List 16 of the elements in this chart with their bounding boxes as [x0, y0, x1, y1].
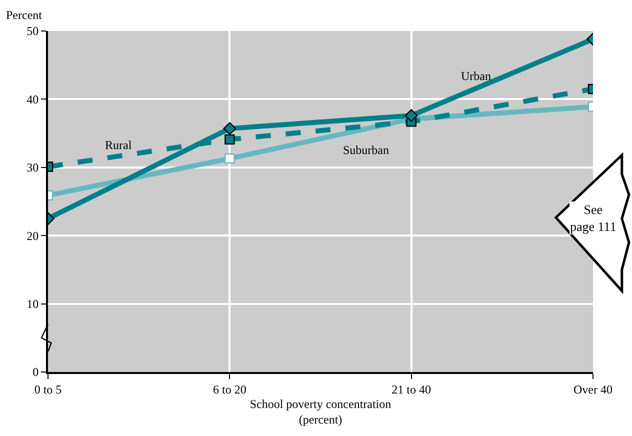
x-tick-label: Over 40 — [574, 382, 612, 396]
series-label: Suburban — [343, 143, 389, 157]
y-tick-label: 40 — [26, 92, 39, 106]
y-axis-title: Percent — [6, 8, 43, 22]
y-tick-label: 20 — [26, 228, 39, 243]
y-tick-label: 10 — [26, 297, 39, 311]
y-tick-label: 30 — [26, 160, 39, 175]
series-label: Rural — [105, 138, 132, 152]
y-tick-label: 50 — [26, 24, 39, 38]
series-label: Urban — [461, 69, 491, 83]
y-tick-label: 0 — [32, 365, 39, 380]
x-tick-label: 6 to 20 — [213, 382, 246, 396]
x-tick-label: 0 to 5 — [34, 382, 62, 396]
x-axis-title: School poverty concentration (percent) — [250, 396, 392, 426]
x-tick-label: 21 to 40 — [392, 382, 431, 396]
annotation: See page 111 — [570, 202, 616, 234]
